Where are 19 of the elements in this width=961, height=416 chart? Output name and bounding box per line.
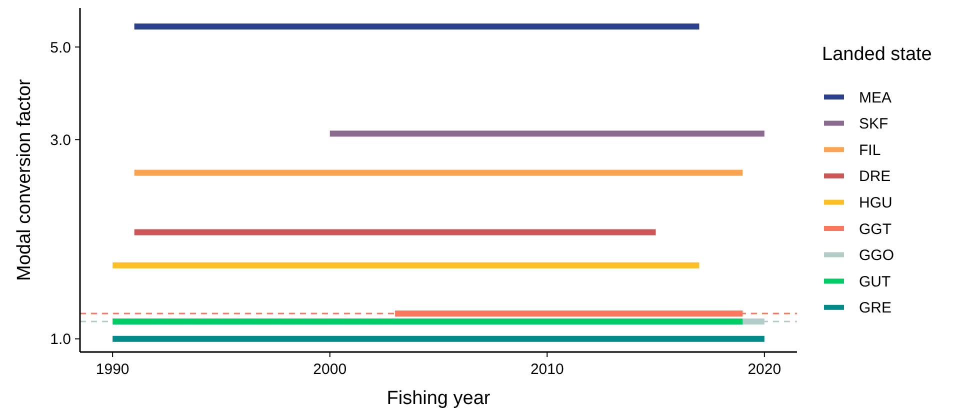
x-tick-label: 2020 <box>748 361 782 378</box>
x-axis-title: Fishing year <box>386 388 491 409</box>
legend-label: MEA <box>859 89 892 106</box>
legend-title: Landed state <box>822 44 932 65</box>
x-tick-label: 2010 <box>530 361 564 378</box>
legend-label: DRE <box>859 168 891 186</box>
y-axis-title: Modal conversion factor <box>14 78 35 281</box>
y-tick-label: 3.0 <box>50 132 71 149</box>
legend-label: GRE <box>859 300 892 317</box>
legend-label: HGU <box>859 194 892 212</box>
legend-label: GGO <box>859 247 894 264</box>
y-tick-label: 5.0 <box>50 39 71 56</box>
legend-label: SKF <box>859 116 888 133</box>
x-tick-label: 2000 <box>313 361 347 378</box>
legend-label: FIL <box>859 142 881 159</box>
y-tick-label: 1.0 <box>50 331 71 348</box>
x-tick-label: 1990 <box>96 361 130 378</box>
legend-label: GGT <box>859 220 892 238</box>
legend-label: GUT <box>859 273 891 290</box>
